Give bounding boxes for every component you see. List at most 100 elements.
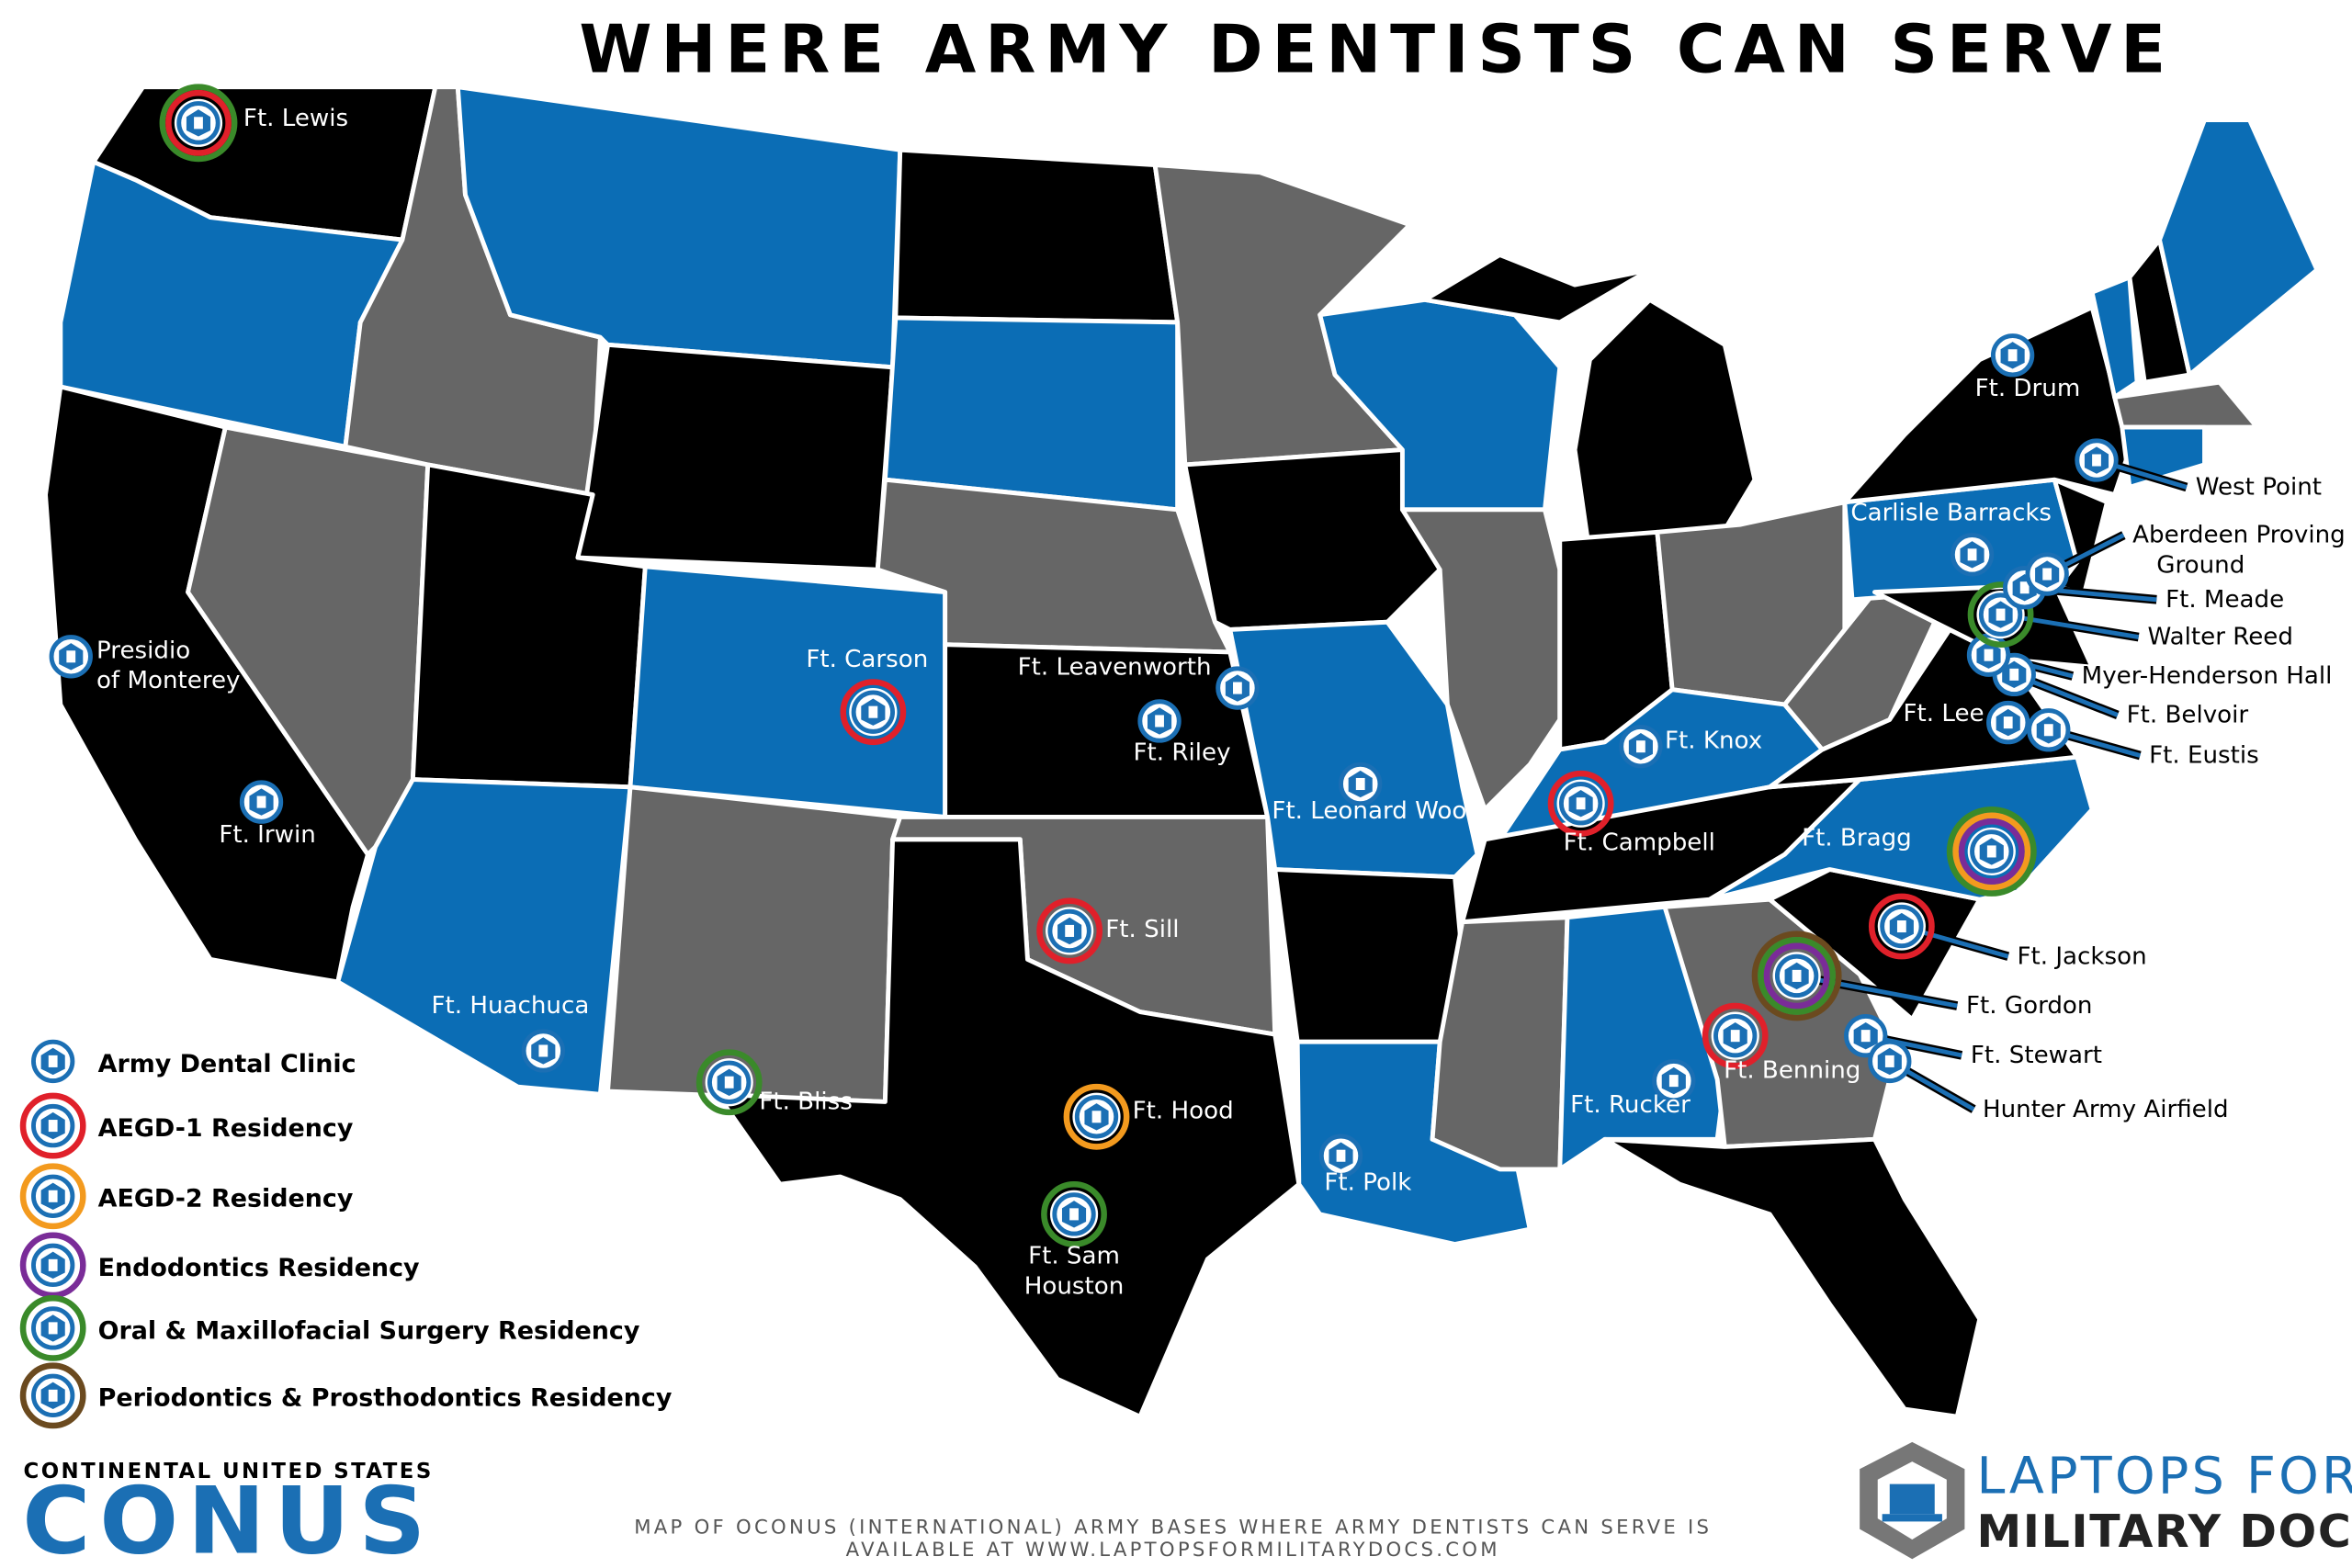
legend-label: AEGD-2 Residency <box>98 1185 354 1213</box>
region-code: CONUS <box>22 1467 435 1568</box>
base-marker <box>239 780 284 824</box>
base-label: Ft. Huachuca <box>432 992 590 1020</box>
program-ring <box>695 1049 763 1116</box>
base-label: Ft. Gordon <box>1966 992 2092 1020</box>
program-ring <box>1946 806 2037 897</box>
base-marker <box>1702 1002 1769 1069</box>
base-marker <box>19 1362 86 1429</box>
logo-text: LAPTOPS FOR <box>1976 1447 2352 1506</box>
badge-center <box>48 1120 58 1133</box>
program-ring <box>165 89 232 156</box>
program-ring <box>19 1163 86 1230</box>
base-marker <box>1868 893 1935 960</box>
base-marker <box>159 84 238 163</box>
badge-center <box>48 1190 58 1202</box>
state <box>1602 1136 1983 1419</box>
program-ring <box>1547 770 1614 837</box>
base-label: Presidio <box>96 637 190 664</box>
badge-center <box>1996 608 2006 621</box>
title: WHERE ARMY DENTISTS CAN SERVE <box>579 10 2175 87</box>
state <box>882 315 1181 513</box>
badge-center <box>1355 777 1365 791</box>
base-label: Ft. Hood <box>1133 1097 1234 1124</box>
base-marker <box>19 1092 86 1159</box>
badge-center <box>1986 845 1996 858</box>
state <box>2157 118 2320 378</box>
state <box>715 837 1302 1419</box>
badge-center <box>2003 716 2013 729</box>
base-label: Ground <box>2156 551 2245 579</box>
base-marker <box>1652 1058 1696 1103</box>
states <box>43 85 2320 1419</box>
base-marker <box>2025 552 2069 596</box>
badge-center <box>194 117 203 130</box>
base-label: Ft. Lee <box>1904 700 1984 728</box>
program-ring <box>1958 818 2025 885</box>
badge-center <box>1065 924 1075 937</box>
badge-center <box>1091 1111 1102 1123</box>
base-label: Ft. Carson <box>806 646 928 673</box>
badge-center <box>256 795 266 808</box>
base-marker <box>1036 897 1103 964</box>
state <box>2089 275 2140 400</box>
badge-center <box>2043 724 2053 737</box>
base-marker <box>1063 1083 1130 1150</box>
badge-center <box>724 1076 734 1089</box>
logo-icon <box>1860 1441 1965 1560</box>
base-marker <box>695 1049 763 1116</box>
base-label: Hunter Army Airfield <box>1983 1096 2229 1123</box>
badge-center <box>48 1258 58 1271</box>
state <box>605 784 903 1104</box>
program-ring <box>1868 893 1935 960</box>
badge-center <box>2042 568 2052 581</box>
base-label: Ft. Meade <box>2165 586 2284 614</box>
base-label: Aberdeen Proving <box>2132 522 2346 549</box>
base-marker <box>1751 931 1842 1021</box>
program-ring <box>1751 931 1842 1021</box>
badge-center <box>1860 1030 1871 1043</box>
legend-label: AEGD-1 Residency <box>98 1114 354 1143</box>
base-label: of Monterey <box>96 667 241 694</box>
region-label: CONTINENTAL UNITED STATES <box>24 1460 434 1483</box>
badge-center <box>1668 1075 1679 1088</box>
base-label: Ft. Stewart <box>1971 1042 2102 1069</box>
base-marker <box>1868 1039 1912 1084</box>
base-marker <box>1216 666 1260 710</box>
badge-center <box>538 1044 548 1057</box>
base-marker <box>31 1039 75 1084</box>
badge-center <box>2007 349 2018 362</box>
state <box>1422 252 1653 325</box>
base-marker <box>1339 761 1383 807</box>
base-label: Ft. Eustis <box>2149 742 2259 770</box>
base-marker <box>1946 806 2037 897</box>
base-marker <box>1547 770 1614 837</box>
program-ring <box>1763 942 1830 1010</box>
base-label: West Point <box>2196 474 2322 502</box>
badge-center <box>48 1389 58 1402</box>
base-label: Ft. Campbell <box>1564 829 1715 856</box>
badge-center <box>2009 668 2019 681</box>
badge-center <box>1336 1149 1346 1162</box>
state <box>1272 867 1465 1044</box>
badge-center <box>2092 454 2101 467</box>
badge-center <box>1576 797 1586 810</box>
base-marker <box>1318 1134 1363 1178</box>
program-ring <box>1702 1002 1769 1069</box>
base-label: Ft. Knox <box>1665 727 1762 754</box>
logo-text: MILITARY DOCS <box>1976 1506 2352 1558</box>
badge-center <box>1967 548 1977 561</box>
badge-center <box>1984 649 1994 661</box>
badge-center <box>48 1055 58 1067</box>
base-marker <box>521 1029 565 1073</box>
base-label: Walter Reed <box>2147 624 2292 651</box>
badge-center <box>2019 581 2030 594</box>
badge-center <box>1884 1055 1894 1067</box>
base-marker <box>2075 438 2119 482</box>
state <box>1227 619 1480 880</box>
program-ring <box>19 1362 86 1429</box>
legend-label: Endodontics Residency <box>98 1254 420 1282</box>
base-label: Ft. Jackson <box>2018 942 2147 970</box>
base-marker <box>1619 725 1663 769</box>
